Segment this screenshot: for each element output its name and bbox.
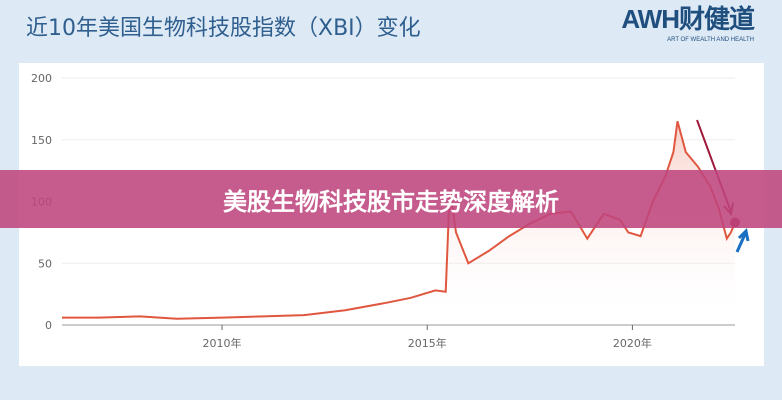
logo-name: AWH财健道 bbox=[621, 4, 755, 34]
up-arrow bbox=[735, 231, 748, 253]
x-tick-label: 2010年 bbox=[203, 336, 242, 350]
banner-text: 美股生物科技股市走势深度解析 bbox=[223, 187, 559, 216]
x-tick-label: 2020年 bbox=[613, 336, 652, 350]
area-fill bbox=[62, 121, 735, 325]
logo-tagline: ART OF WEALTH AND HEALTH bbox=[667, 37, 754, 43]
x-tick-label: 2015年 bbox=[408, 336, 447, 350]
chart-title: 近10年美国生物科技股指数（XBI）变化 bbox=[26, 16, 421, 41]
y-tick-label: 150 bbox=[31, 134, 52, 147]
y-tick-label: 200 bbox=[31, 72, 52, 85]
overlay-banner: 美股生物科技股市走势深度解析 bbox=[0, 170, 782, 228]
y-tick-label: 50 bbox=[38, 257, 52, 270]
brand-logo: AWH财健道 ART OF WEALTH AND HEALTH bbox=[621, 4, 755, 44]
y-tick-label: 0 bbox=[45, 319, 52, 332]
up-arrow-head bbox=[737, 227, 750, 242]
